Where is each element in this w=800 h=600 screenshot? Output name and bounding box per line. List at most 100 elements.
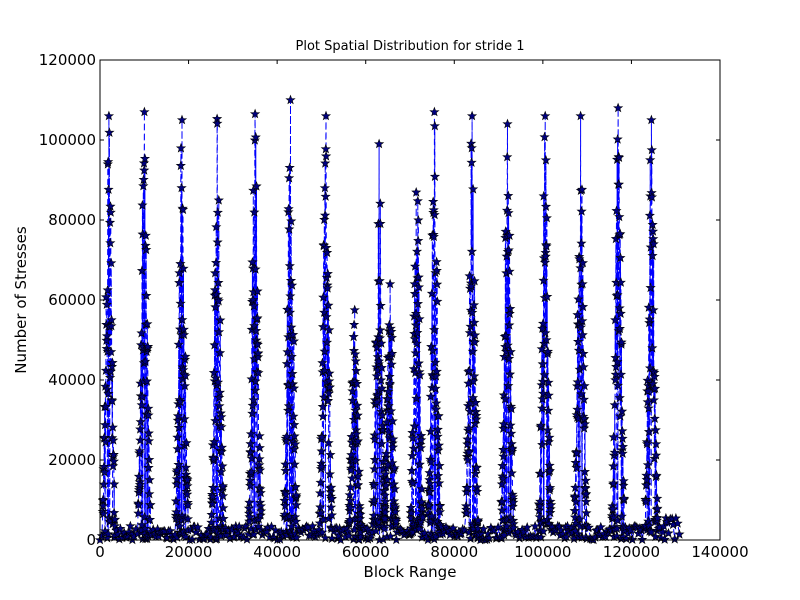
data-point <box>645 154 656 165</box>
data-point <box>369 463 380 474</box>
data-point <box>609 399 620 410</box>
data-point <box>106 361 118 372</box>
data-point <box>537 393 548 404</box>
data-point <box>289 419 300 430</box>
data-point <box>376 338 387 348</box>
data-point <box>647 342 658 353</box>
data-point <box>650 531 661 542</box>
data-point <box>426 510 437 521</box>
data-point <box>319 346 330 356</box>
data-point <box>412 327 423 338</box>
data-point <box>324 468 336 479</box>
data-point <box>414 369 426 380</box>
data-point <box>616 406 628 416</box>
data-point <box>642 438 653 449</box>
data-point <box>578 348 589 359</box>
data-point <box>141 290 152 301</box>
data-point <box>175 160 186 171</box>
data-point <box>426 288 438 298</box>
data-point <box>579 466 591 477</box>
data-point <box>135 416 146 427</box>
data-point <box>376 374 387 385</box>
data-point <box>286 351 297 362</box>
data-point <box>133 499 144 510</box>
data-point <box>670 512 681 523</box>
data-point <box>466 142 477 153</box>
data-point <box>249 320 260 331</box>
data-point <box>213 277 224 288</box>
data-point <box>173 339 184 349</box>
x-tick-label: 100000 <box>514 543 571 561</box>
data-point <box>322 395 334 406</box>
data-point <box>345 495 356 506</box>
data-point <box>469 275 480 286</box>
data-point <box>254 453 265 464</box>
data-point <box>615 308 626 318</box>
y-tick-label: 40000 <box>48 371 96 389</box>
data-point <box>284 162 295 173</box>
data-point <box>643 302 654 312</box>
data-point <box>607 503 618 514</box>
data-point <box>175 142 187 153</box>
data-point <box>419 527 430 538</box>
data-point <box>448 522 459 533</box>
data-point <box>216 446 227 457</box>
data-point <box>505 303 516 314</box>
data-point <box>614 211 625 222</box>
data-point <box>429 120 440 131</box>
data-point <box>425 426 436 436</box>
data-point <box>322 247 333 258</box>
data-point <box>432 279 443 289</box>
data-point <box>256 505 267 516</box>
data-point <box>106 257 117 268</box>
data-point <box>317 357 328 368</box>
data-point <box>286 280 298 290</box>
data-point <box>247 408 258 418</box>
data-point <box>352 400 363 410</box>
data-point <box>540 110 551 121</box>
data-point <box>643 426 655 437</box>
data-point <box>658 520 670 531</box>
data-point <box>471 413 482 424</box>
data-point <box>106 320 117 331</box>
data-point <box>614 392 625 403</box>
data-point <box>649 371 660 382</box>
data-point <box>669 533 680 544</box>
data-point <box>240 520 251 531</box>
data-point <box>315 507 326 518</box>
data-point <box>387 415 398 426</box>
data-point <box>249 108 261 119</box>
data-point <box>376 362 387 373</box>
y-axis: 0 20000 40000 60000 80000 100000 120000 <box>39 51 720 549</box>
data-point <box>182 474 193 485</box>
data-point <box>350 355 361 366</box>
x-tick-label: 80000 <box>430 543 478 561</box>
data-point <box>318 321 329 332</box>
data-point <box>423 500 434 510</box>
data-point <box>543 390 554 400</box>
data-point <box>540 251 551 261</box>
data-point <box>467 346 478 356</box>
data-point <box>322 268 333 279</box>
data-point <box>214 387 226 398</box>
data-point <box>539 369 550 380</box>
x-tick-label: 60000 <box>342 543 390 561</box>
data-point <box>246 373 257 384</box>
data-point <box>569 512 581 522</box>
data-point <box>413 235 424 246</box>
data-point <box>322 282 333 293</box>
data-point <box>462 434 473 444</box>
data-point <box>500 330 512 341</box>
data-point <box>290 481 301 492</box>
data-point <box>380 480 392 491</box>
data-point <box>181 437 192 448</box>
data-point <box>217 460 228 471</box>
data-point <box>498 423 509 433</box>
data-point <box>610 374 621 385</box>
data-point <box>252 312 263 323</box>
data-point <box>314 487 326 498</box>
data-point <box>464 270 475 281</box>
data-point <box>345 502 356 512</box>
data-point <box>572 376 583 387</box>
data-point <box>133 508 144 518</box>
